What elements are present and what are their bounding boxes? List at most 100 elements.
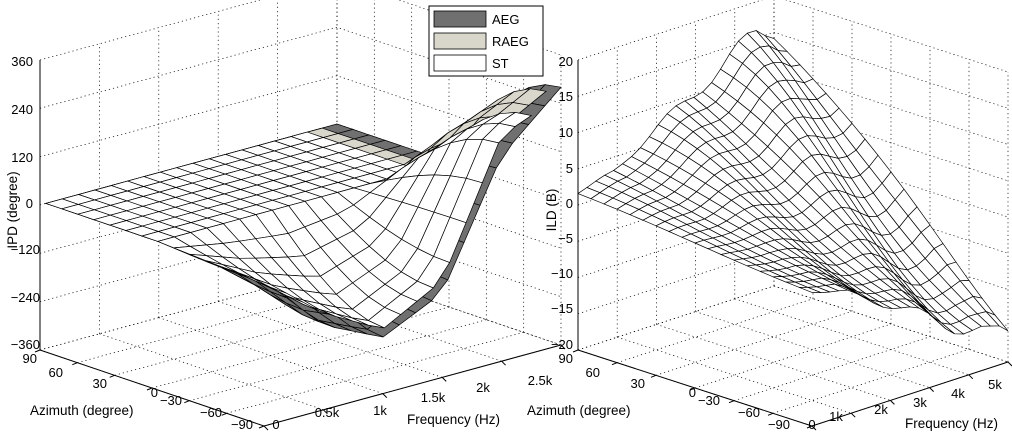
ipd-axis-label: IPD (degree) [5,171,20,248]
ild-tick-label: 5 [566,161,573,176]
azimuth-tick-label: 90 [23,351,37,366]
tick-mark [890,400,895,405]
axis-line [263,344,562,427]
azimuth-tick-label: 90 [559,351,573,366]
ipd-tick-label: 240 [11,102,33,117]
frequency-tick-label: 0 [808,417,815,432]
ild-tick-label: −5 [558,231,573,246]
legend: AEG RAEG ST [428,5,544,77]
ild-axis-label: ILD (B) [544,189,559,232]
azimuth-tick-label: −90 [768,417,790,432]
ipd-tick-label: −120 [11,242,40,257]
grid-line [577,0,1009,73]
azimuth-tick-label: −30 [160,393,182,408]
tick-mark [929,387,934,392]
grid-line [733,336,931,402]
ipd-panel: 360 240 120 0 −120 −240 −360 IPD (degree… [5,0,566,432]
grid-line [189,319,487,402]
grid-line [158,317,383,394]
grid-line [226,331,524,414]
legend-label: RAEG [492,34,529,49]
azimuth-tick-label: −60 [200,405,222,420]
grid-line [218,301,443,378]
grid-line [617,336,852,414]
grid-line [772,348,970,414]
frequency-tick-label: 1k [829,409,843,424]
grid-line [655,310,853,376]
tick-mark [806,425,813,429]
frequency-tick-label: 1.5k [421,390,446,405]
tick-mark [109,374,115,378]
frequency-tick-label: 3k [913,395,927,410]
tick-mark [1007,361,1012,367]
ild-surface [577,30,1009,335]
legend-swatch-aeg [433,10,487,28]
tick-mark [146,387,153,391]
frequency-tick-label: 4k [951,386,965,401]
azimuth-tick-label: 30 [631,376,645,391]
frequency-tick-label: 1k [373,403,387,418]
tick-mark [850,412,856,418]
tick-mark [611,362,618,366]
grid-line [694,323,892,389]
frequency-tick-label: 2k [874,402,888,417]
ipd-surfaces [44,84,562,338]
frequency-tick-label: 0.5k [315,405,340,420]
azimuth-tick-label: 0 [689,385,696,400]
frequency-axis-label: Frequency (Hz) [905,416,998,431]
tick-mark [501,360,506,366]
tick-mark [767,412,774,416]
surface-patch-st [798,286,822,293]
frequency-tick-label: 0 [272,417,279,432]
ipd-tick-label: −360 [11,337,40,352]
tick-mark [689,387,696,391]
ipd-tick-label: 120 [11,150,33,165]
ipd-tick-label: 360 [11,54,33,69]
azimuth-axis-label: Azimuth (degree) [527,403,631,418]
legend-swatch-st [433,54,487,72]
grid-line [99,333,324,411]
frequency-tick-label: 5k [988,377,1002,392]
ild-tick-label: −15 [551,301,573,316]
tick-mark [572,349,579,353]
tick-mark [72,362,78,366]
frequency-tick-label: 2k [476,380,490,395]
frequency-axis-label: Frequency (Hz) [407,412,500,427]
ild-tick-label: 10 [559,125,573,140]
tick-mark [263,425,269,431]
frequency-tick-label: 2.5k [528,373,553,388]
axis-line [811,361,1009,427]
tick-mark [728,400,735,404]
azimuth-tick-label: 0 [151,385,158,400]
azimuth-tick-label: −60 [738,405,760,420]
tick-mark [441,377,447,382]
tick-mark [650,374,657,378]
tick-mark [968,374,974,380]
tick-mark [323,409,328,415]
azimuth-tick-label: 60 [49,365,63,380]
ipd-tick-label: −240 [11,290,40,305]
ild-tick-label: −20 [551,337,573,352]
grid-line [616,298,814,364]
azimuth-axis-label: Azimuth (degree) [30,403,134,418]
tick-mark [34,349,41,353]
tick-mark [258,425,265,429]
grid-line [577,31,1009,109]
ild-tick-label: 20 [559,54,573,69]
grid-line [577,285,775,351]
tick-mark [560,344,566,350]
ipd-tick-label: 0 [26,196,33,211]
azimuth-tick-label: 60 [586,365,600,380]
grid-line [695,311,930,388]
azimuth-tick-label: −90 [231,417,253,432]
tick-mark [221,412,227,416]
surface-patch-st [253,278,287,294]
azimuth-tick-label: 30 [93,376,107,391]
ild-tick-label: 15 [559,89,573,104]
azimuth-tick-label: −30 [698,393,720,408]
legend-label: AEG [492,12,519,27]
ild-tick-label: −10 [551,266,573,281]
legend-label: ST [492,56,509,71]
tick-mark [811,425,817,431]
